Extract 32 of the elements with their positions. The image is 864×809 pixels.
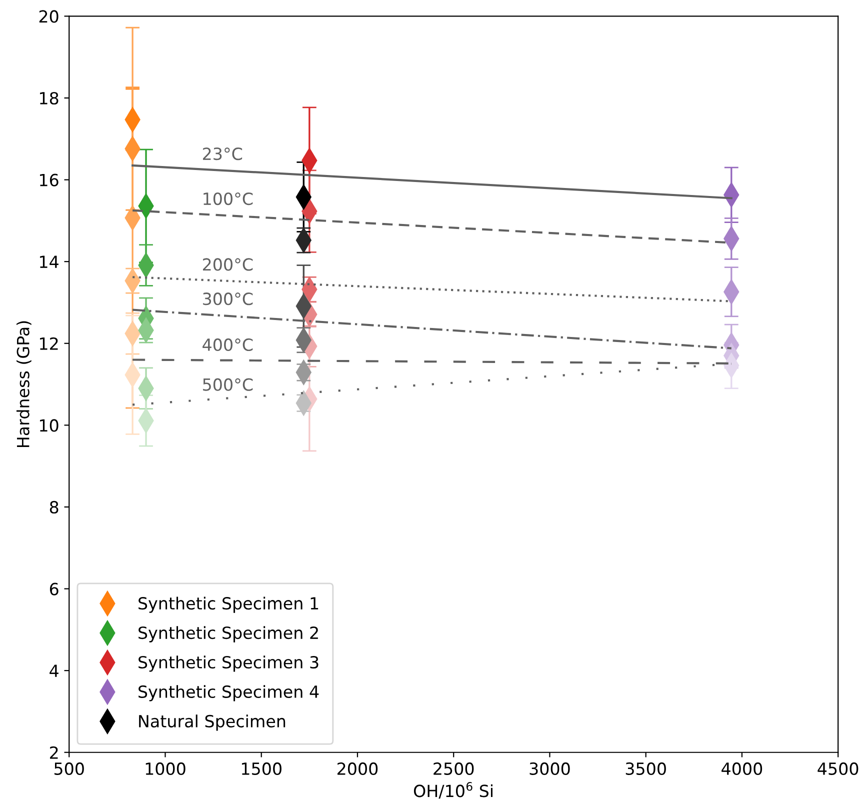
series-label: 23°C — [202, 148, 242, 160]
legend-label: Natural Specimen — [139, 714, 286, 731]
series-label: 100°C — [204, 192, 253, 206]
series-label: 200°C — [202, 258, 253, 271]
x-tick-label: 3000 — [530, 762, 570, 775]
y-tick-label: 10 — [40, 419, 58, 432]
x-tick-label: 1500 — [242, 762, 282, 775]
y-tick-label: 8 — [50, 500, 58, 514]
y-tick-label: 2 — [50, 746, 58, 759]
series-label: 300°C — [203, 292, 253, 306]
y-tick-label: 16 — [40, 174, 58, 186]
series-label: 400°C — [202, 338, 253, 352]
x-tick-label: 4500 — [818, 762, 858, 775]
x-tick-label: 1000 — [146, 762, 186, 775]
y-axis-title: Hardness (GPa) — [16, 321, 32, 448]
series-label: 500°C — [203, 378, 253, 391]
x-tick-label: 500 — [54, 762, 84, 775]
x-tick-label: 2000 — [337, 762, 378, 775]
y-tick-label: 20 — [39, 10, 58, 23]
x-tick-label: 2500 — [434, 762, 474, 775]
y-tick-label: 4 — [50, 664, 58, 677]
legend-label: Synthetic Specimen 2 — [138, 626, 318, 642]
legend-label: Synthetic Specimen 1 — [138, 596, 318, 613]
x-tick-label: 4000 — [722, 762, 762, 775]
x-tick-label: 3500 — [626, 762, 666, 775]
legend-label: Synthetic Specimen 4 — [138, 685, 319, 702]
x-axis-title: OH/10$^{6}$ Si — [414, 782, 492, 799]
y-tick-label: 12 — [40, 337, 58, 350]
y-tick-label: 6 — [50, 582, 58, 596]
legend-label: Synthetic Specimen 3 — [138, 656, 318, 672]
y-tick-label: 18 — [40, 92, 58, 105]
y-tick-label: 14 — [40, 256, 58, 268]
